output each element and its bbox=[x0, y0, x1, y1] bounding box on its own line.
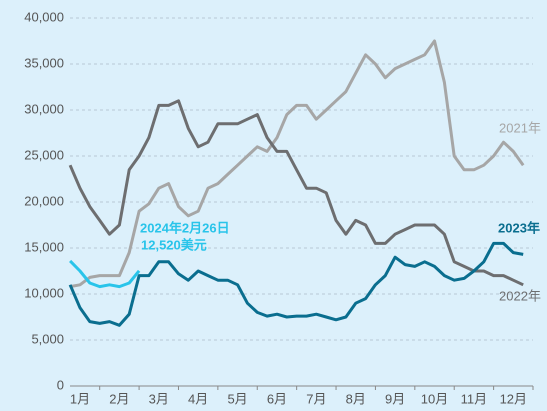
x-tick-label: 8月 bbox=[346, 391, 366, 406]
x-tick-label: 5月 bbox=[227, 391, 247, 406]
x-tick-label: 4月 bbox=[188, 391, 208, 406]
y-tick-label: 15,000 bbox=[24, 239, 64, 254]
annotation: 12,520美元 bbox=[141, 237, 207, 252]
series-line bbox=[69, 259, 141, 289]
series-line bbox=[69, 39, 525, 289]
y-tick-label: 20,000 bbox=[24, 193, 64, 208]
series-line bbox=[68, 241, 524, 327]
series-label: 2023年 bbox=[498, 220, 540, 235]
y-tick-label: 35,000 bbox=[24, 55, 64, 70]
y-tick-label: 40,000 bbox=[24, 9, 64, 24]
x-tick-label: 1月 bbox=[70, 391, 90, 406]
x-tick-label: 9月 bbox=[385, 391, 405, 406]
series-line bbox=[68, 99, 524, 287]
x-tick-label: 6月 bbox=[267, 391, 287, 406]
y-tick-label: 5,000 bbox=[31, 331, 64, 346]
annotation: 2024年2月26日 bbox=[140, 220, 230, 235]
x-tick-label: 7月 bbox=[306, 391, 326, 406]
x-tick-label: 3月 bbox=[149, 391, 169, 406]
y-tick-label: 25,000 bbox=[24, 147, 64, 162]
y-tick-label: 30,000 bbox=[24, 101, 64, 116]
series-label: 2022年 bbox=[499, 288, 541, 303]
series-label: 2021年 bbox=[499, 120, 541, 135]
y-tick-label: 10,000 bbox=[24, 285, 64, 300]
x-tick-label: 2月 bbox=[109, 391, 129, 406]
y-tick-label: 0 bbox=[57, 377, 64, 392]
x-tick-label: 11月 bbox=[461, 391, 488, 406]
x-tick-label: 10月 bbox=[421, 391, 448, 406]
x-tick-label: 12月 bbox=[500, 391, 527, 406]
